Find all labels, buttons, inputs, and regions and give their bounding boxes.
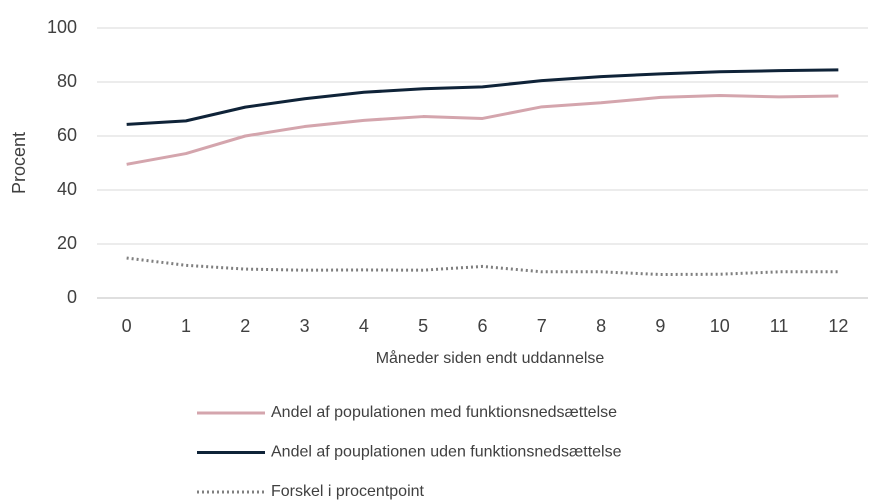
x-tick-label: 12 (828, 316, 848, 336)
y-tick-label: 0 (67, 287, 77, 307)
series-line (126, 68, 839, 126)
series-line (126, 94, 839, 166)
x-tick-label: 3 (300, 316, 310, 336)
x-tick-label: 2 (240, 316, 250, 336)
legend-label: Andel af populationen med funktionsnedsæ… (271, 404, 617, 421)
y-tick-label: 100 (47, 17, 77, 37)
x-tick-label: 5 (418, 316, 428, 336)
legend-label: Andel af pouplationen uden funktionsneds… (271, 444, 622, 461)
series-line (126, 256, 839, 277)
legend-label: Forskel i procentpoint (271, 483, 425, 500)
y-tick-label: 20 (57, 233, 77, 253)
x-tick-label: 6 (477, 316, 487, 336)
y-axis-title: Procent (9, 132, 29, 194)
y-tick-label: 80 (57, 71, 77, 91)
x-tick-label: 1 (181, 316, 191, 336)
x-tick-label: 9 (655, 316, 665, 336)
x-tick-label: 0 (122, 316, 132, 336)
x-axis-title: Måneder siden endt uddannelse (376, 349, 605, 367)
x-tick-label: 10 (710, 316, 730, 336)
y-tick-label: 60 (57, 125, 77, 145)
x-tick-label: 7 (537, 316, 547, 336)
y-tick-label: 40 (57, 179, 77, 199)
x-tick-label: 4 (359, 316, 369, 336)
x-tick-label: 8 (596, 316, 606, 336)
x-tick-label: 11 (770, 316, 789, 336)
